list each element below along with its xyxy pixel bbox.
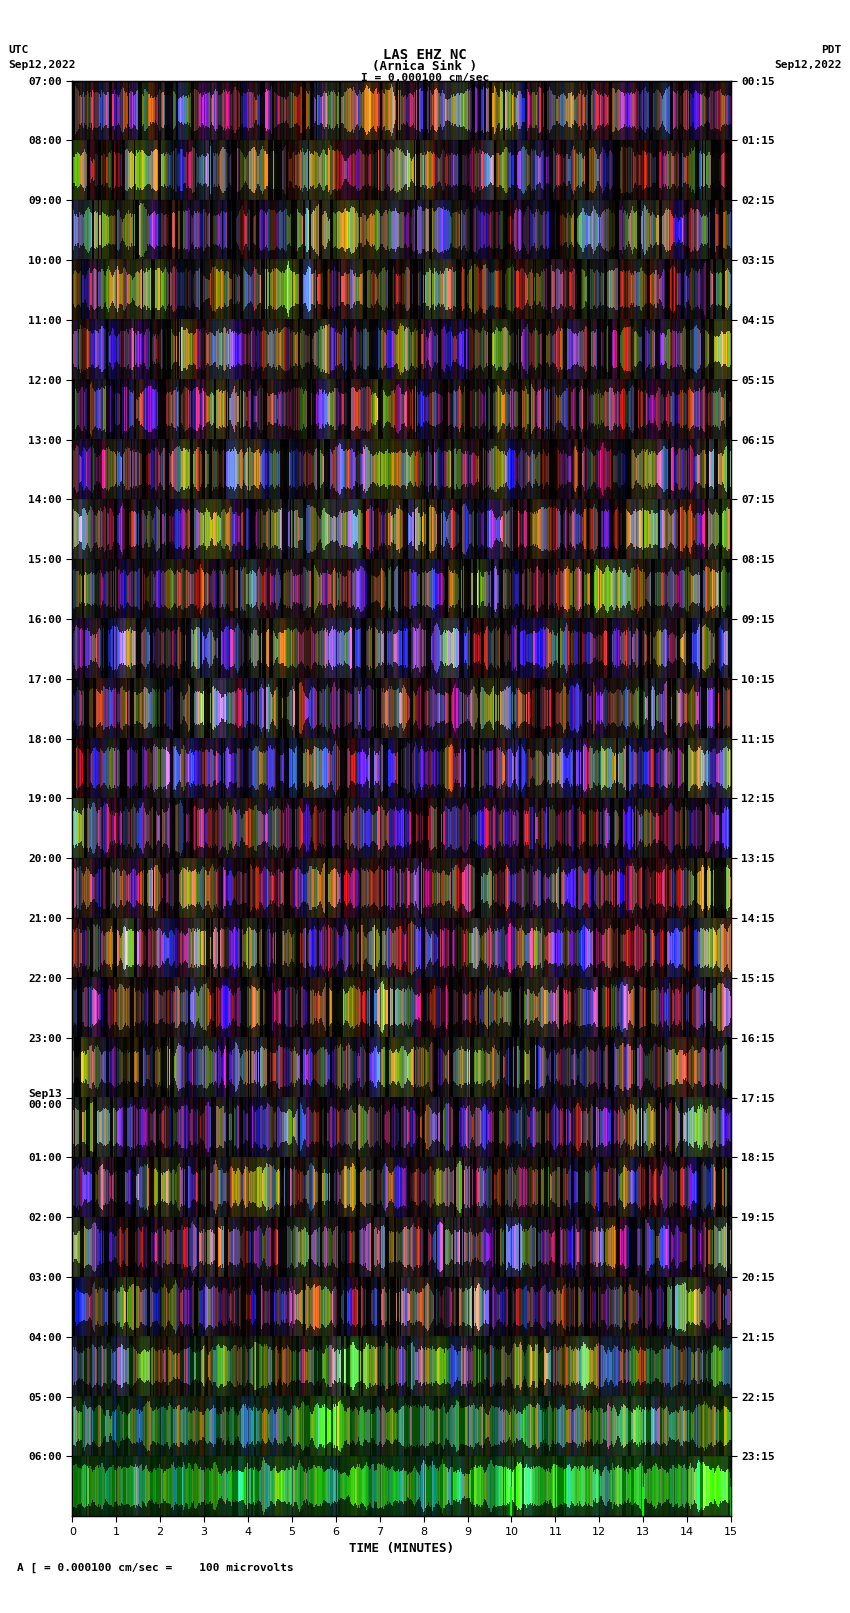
X-axis label: TIME (MINUTES): TIME (MINUTES) bbox=[349, 1542, 454, 1555]
Text: (Arnica Sink ): (Arnica Sink ) bbox=[372, 60, 478, 73]
Text: A [ = 0.000100 cm/sec =    100 microvolts: A [ = 0.000100 cm/sec = 100 microvolts bbox=[17, 1563, 294, 1573]
Text: LAS EHZ NC: LAS EHZ NC bbox=[383, 48, 467, 63]
Text: UTC: UTC bbox=[8, 45, 29, 55]
Text: PDT: PDT bbox=[821, 45, 842, 55]
Text: Sep12,2022: Sep12,2022 bbox=[774, 60, 842, 69]
Text: I = 0.000100 cm/sec: I = 0.000100 cm/sec bbox=[361, 73, 489, 82]
Text: Sep12,2022: Sep12,2022 bbox=[8, 60, 76, 69]
